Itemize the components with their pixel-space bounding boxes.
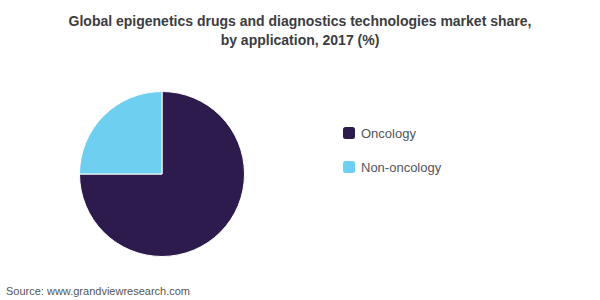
svg-text:Oncology: Oncology bbox=[361, 126, 416, 141]
svg-text:Source: www.grandviewresearch.: Source: www.grandviewresearch.com bbox=[6, 285, 190, 297]
svg-text:Non-oncology: Non-oncology bbox=[361, 160, 442, 175]
svg-text:Global epigenetics drugs and d: Global epigenetics drugs and diagnostics… bbox=[69, 13, 532, 29]
svg-text:by application, 2017 (%): by application, 2017 (%) bbox=[221, 32, 380, 48]
